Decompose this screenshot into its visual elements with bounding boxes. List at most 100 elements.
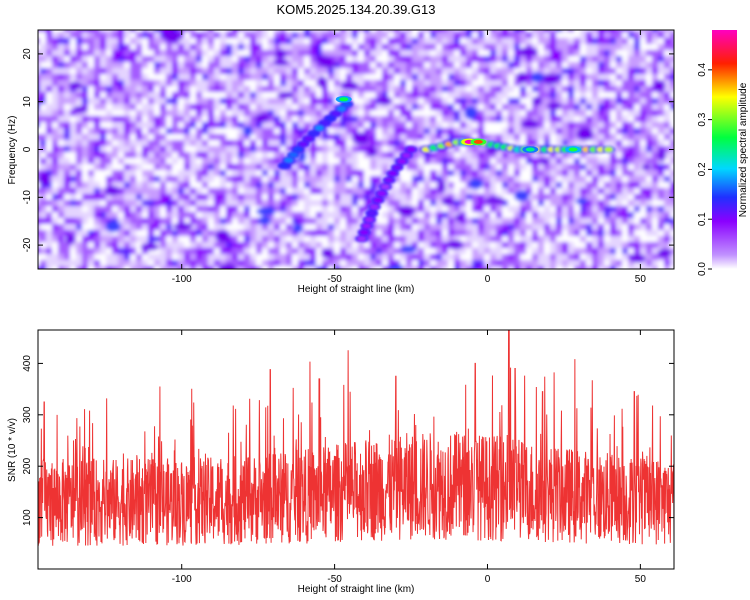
noise-cell (238, 146, 245, 153)
noise-cell (46, 224, 53, 231)
noise-cell (550, 50, 557, 57)
noise-cell (166, 50, 173, 57)
noise-cell (400, 146, 407, 153)
noise-cell (586, 266, 593, 269)
noise-cell (112, 38, 119, 45)
noise-cell (496, 68, 503, 75)
noise-cell (604, 56, 611, 63)
noise-cell (286, 224, 293, 231)
noise-cell (76, 266, 83, 269)
noise-cell (574, 182, 581, 189)
noise-cell (550, 116, 557, 123)
noise-cell (376, 134, 383, 141)
noise-cell (64, 80, 71, 87)
noise-cell (244, 248, 251, 255)
noise-cell (466, 86, 473, 93)
noise-cell (550, 62, 557, 69)
noise-cell (38, 230, 41, 237)
noise-cell (382, 140, 389, 147)
noise-cell (118, 146, 125, 153)
noise-cell (634, 146, 641, 153)
noise-cell (652, 254, 659, 261)
noise-cell (556, 62, 563, 69)
noise-cell (382, 104, 389, 111)
noise-cell (166, 44, 173, 51)
noise-cell (244, 44, 251, 51)
noise-cell (364, 182, 371, 189)
noise-cell (628, 260, 635, 267)
noise-cell (346, 140, 353, 147)
noise-cell (568, 236, 575, 243)
noise-cell (172, 248, 179, 255)
noise-cell (388, 50, 395, 57)
noise-blob (317, 76, 327, 88)
noise-cell (472, 200, 479, 207)
noise-blob (320, 61, 338, 68)
noise-cell (586, 224, 593, 231)
noise-cell (424, 140, 431, 147)
noise-cell (622, 254, 629, 261)
noise-cell (394, 116, 401, 123)
noise-cell (142, 134, 149, 141)
noise-cell (160, 248, 167, 255)
noise-cell (640, 62, 647, 69)
noise-cell (346, 272, 353, 279)
noise-cell (370, 110, 377, 117)
noise-cell (448, 230, 455, 237)
noise-cell (418, 236, 425, 243)
noise-cell (304, 206, 311, 213)
noise-cell (616, 230, 623, 237)
noise-cell (52, 176, 59, 183)
noise-cell (484, 218, 491, 225)
noise-blob (455, 213, 464, 222)
noise-cell (118, 30, 125, 33)
noise-cell (646, 86, 653, 93)
noise-cell (274, 170, 281, 177)
noise-cell (406, 122, 413, 129)
noise-cell (238, 56, 245, 63)
noise-cell (568, 32, 575, 39)
noise-cell (472, 194, 479, 201)
noise-cell (322, 224, 329, 231)
noise-cell (286, 200, 293, 207)
noise-cell (628, 74, 635, 81)
noise-cell (466, 266, 473, 269)
noise-cell (454, 188, 461, 195)
noise-cell (460, 146, 467, 153)
noise-cell (268, 158, 275, 165)
noise-cell (172, 152, 179, 159)
noise-cell (472, 218, 479, 225)
noise-cell (238, 164, 245, 171)
noise-cell (232, 236, 239, 243)
noise-cell (568, 176, 575, 183)
noise-cell (298, 194, 305, 201)
noise-cell (274, 98, 281, 105)
noise-cell (370, 80, 377, 87)
noise-cell (580, 44, 587, 51)
noise-cell (514, 206, 521, 213)
noise-cell (652, 218, 659, 225)
noise-cell (676, 56, 683, 63)
noise-cell (244, 254, 251, 261)
noise-cell (574, 30, 581, 33)
noise-cell (184, 212, 191, 219)
noise-cell (286, 74, 293, 81)
noise-cell (634, 44, 641, 51)
noise-cell (634, 122, 641, 129)
noise-cell (412, 206, 419, 213)
noise-cell (598, 194, 605, 201)
noise-cell (214, 62, 221, 69)
noise-cell (190, 50, 197, 57)
noise-cell (364, 74, 371, 81)
noise-cell (124, 32, 131, 39)
noise-cell (406, 80, 413, 87)
noise-cell (388, 74, 395, 81)
noise-cell (424, 134, 431, 141)
noise-cell (532, 38, 539, 45)
noise-cell (562, 86, 569, 93)
noise-cell (664, 182, 671, 189)
ridge-blob (336, 106, 346, 112)
noise-cell (136, 30, 143, 33)
noise-cell (520, 164, 527, 171)
noise-cell (412, 176, 419, 183)
